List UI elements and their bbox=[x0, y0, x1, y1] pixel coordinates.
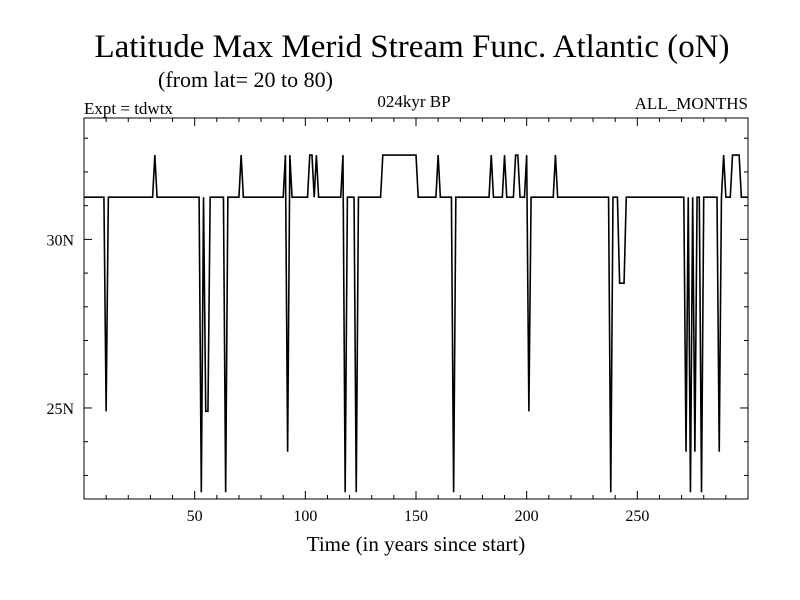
x-axis: 50 100 150 200 250 bbox=[187, 118, 649, 525]
chart-subtitle: (from lat= 20 to 80) bbox=[158, 67, 333, 92]
x-tick-label: 150 bbox=[404, 508, 428, 525]
y-axis: 25N 30N bbox=[46, 232, 748, 418]
plot-frame bbox=[83, 117, 749, 500]
x-tick-label: 100 bbox=[293, 508, 317, 525]
minor-ticks bbox=[84, 118, 748, 499]
x-tick-label: 250 bbox=[625, 508, 649, 525]
x-tick-label: 200 bbox=[515, 508, 539, 525]
series-line bbox=[84, 154, 748, 493]
experiment-label: Expt = tdwtx bbox=[84, 99, 173, 118]
x-tick-label: 50 bbox=[187, 508, 203, 525]
months-label: ALL_MONTHS bbox=[635, 94, 748, 113]
y-tick-label: 25N bbox=[46, 401, 74, 418]
x-axis-label: Time (in years since start) bbox=[307, 532, 526, 556]
y-tick-label: 30N bbox=[46, 232, 74, 249]
period-label: 024kyr BP bbox=[377, 92, 450, 111]
chart-title: Latitude Max Merid Stream Func. Atlantic… bbox=[94, 29, 729, 65]
